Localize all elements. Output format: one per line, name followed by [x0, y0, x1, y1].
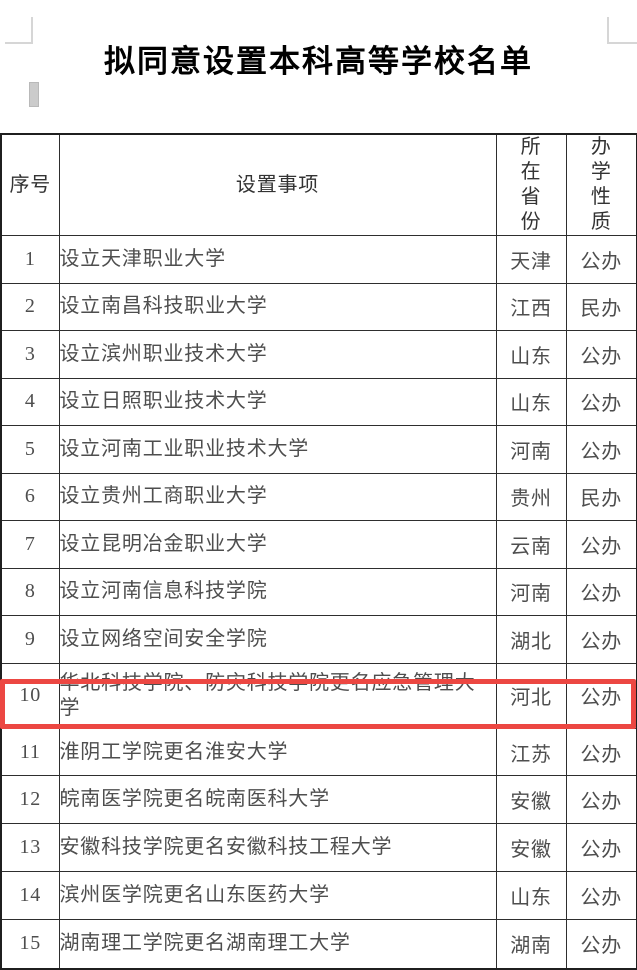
table-row: 10 华北科技学院、防灾科技学院更名应急管理大学 河北 公办 [0, 662, 637, 729]
cell-seq: 8 [0, 567, 60, 616]
cell-province: 山东 [495, 377, 567, 426]
table-row: 6 设立贵州工商职业大学 贵州 民办 [0, 472, 637, 521]
table-row: 14 滨州医学院更名山东医药大学 山东 公办 [0, 871, 637, 920]
cell-province: 安徽 [495, 775, 567, 824]
approval-table: 序号 设置事项 所在省份 办学性质 1 设立天津职业大学 天津 公办 2 设立南… [0, 133, 637, 970]
cell-province: 山东 [495, 871, 567, 920]
cell-province: 山东 [495, 330, 567, 379]
table-row: 9 设立网络空间安全学院 湖北 公办 [0, 615, 637, 664]
cell-item: 设立河南工业职业技术大学 [58, 425, 497, 474]
cell-nature: 民办 [565, 282, 637, 331]
cell-item: 设立昆明冶金职业大学 [58, 520, 497, 569]
cell-seq: 12 [0, 775, 60, 824]
cell-province: 河北 [495, 662, 567, 729]
cell-province: 贵州 [495, 472, 567, 521]
header-province: 所在省份 [495, 133, 567, 236]
cell-item: 设立河南信息科技学院 [58, 567, 497, 616]
cell-nature: 公办 [565, 775, 637, 824]
cell-province: 湖北 [495, 615, 567, 664]
cell-item: 设立南昌科技职业大学 [58, 282, 497, 331]
cell-province: 天津 [495, 235, 567, 284]
cell-item: 皖南医学院更名皖南医科大学 [58, 775, 497, 824]
header-seq: 序号 [0, 133, 60, 236]
cell-item: 设立天津职业大学 [58, 235, 497, 284]
table-row: 1 设立天津职业大学 天津 公办 [0, 235, 637, 284]
cell-province: 江苏 [495, 728, 567, 776]
cell-seq: 15 [0, 919, 60, 969]
cell-seq: 7 [0, 520, 60, 569]
cell-seq: 5 [0, 425, 60, 474]
cell-nature: 公办 [565, 520, 637, 569]
cell-nature: 公办 [565, 235, 637, 284]
cell-nature: 公办 [565, 919, 637, 969]
page-margin-corner-mark-left [5, 17, 33, 44]
cell-nature: 公办 [565, 567, 637, 616]
table-row: 2 设立南昌科技职业大学 江西 民办 [0, 282, 637, 331]
cell-item: 设立滨州职业技术大学 [58, 330, 497, 379]
cell-nature: 公办 [565, 615, 637, 664]
table-row: 12 皖南医学院更名皖南医科大学 安徽 公办 [0, 775, 637, 824]
cell-nature: 公办 [565, 823, 637, 872]
table-row: 4 设立日照职业技术大学 山东 公办 [0, 377, 637, 426]
page-margin-corner-mark-right [607, 17, 637, 44]
cell-nature: 公办 [565, 662, 637, 729]
table-row: 15 湖南理工学院更名湖南理工大学 湖南 公办 [0, 919, 637, 969]
cell-nature: 民办 [565, 472, 637, 521]
cell-province: 湖南 [495, 919, 567, 969]
cell-seq: 14 [0, 871, 60, 920]
header-item: 设置事项 [58, 133, 497, 236]
cell-seq: 13 [0, 823, 60, 872]
cell-item: 淮阴工学院更名淮安大学 [58, 728, 497, 776]
cell-item: 滨州医学院更名山东医药大学 [58, 871, 497, 920]
cell-item: 设立网络空间安全学院 [58, 615, 497, 664]
cell-province: 云南 [495, 520, 567, 569]
table-row: 5 设立河南工业职业技术大学 河南 公办 [0, 425, 637, 474]
cell-seq: 2 [0, 282, 60, 331]
cell-nature: 公办 [565, 871, 637, 920]
cell-province: 河南 [495, 567, 567, 616]
cell-seq: 9 [0, 615, 60, 664]
table-row: 3 设立滨州职业技术大学 山东 公办 [0, 330, 637, 379]
cell-seq: 6 [0, 472, 60, 521]
page-title: 拟同意设置本科高等学校名单 [104, 44, 533, 79]
cell-nature: 公办 [565, 425, 637, 474]
cell-item: 安徽科技学院更名安徽科技工程大学 [58, 823, 497, 872]
cell-province: 河南 [495, 425, 567, 474]
cell-seq: 3 [0, 330, 60, 379]
table-row: 13 安徽科技学院更名安徽科技工程大学 安徽 公办 [0, 823, 637, 872]
cell-seq: 11 [0, 728, 60, 776]
cell-province: 江西 [495, 282, 567, 331]
cell-seq: 4 [0, 377, 60, 426]
table-row-highlighted: 11 淮阴工学院更名淮安大学 江苏 公办 [0, 728, 637, 776]
table-header-row: 序号 设置事项 所在省份 办学性质 [0, 133, 637, 236]
table-row: 7 设立昆明冶金职业大学 云南 公办 [0, 520, 637, 569]
cell-seq: 1 [0, 235, 60, 284]
cell-nature: 公办 [565, 377, 637, 426]
cell-item: 设立日照职业技术大学 [58, 377, 497, 426]
cell-seq: 10 [0, 662, 60, 729]
table-row: 8 设立河南信息科技学院 河南 公办 [0, 567, 637, 616]
cell-item: 设立贵州工商职业大学 [58, 472, 497, 521]
cell-item: 湖南理工学院更名湖南理工大学 [58, 919, 497, 969]
cell-item: 华北科技学院、防灾科技学院更名应急管理大学 [58, 662, 497, 729]
cell-nature: 公办 [565, 330, 637, 379]
paragraph-mark [29, 82, 39, 107]
cell-nature: 公办 [565, 728, 637, 776]
header-nature: 办学性质 [565, 133, 637, 236]
cell-province: 安徽 [495, 823, 567, 872]
